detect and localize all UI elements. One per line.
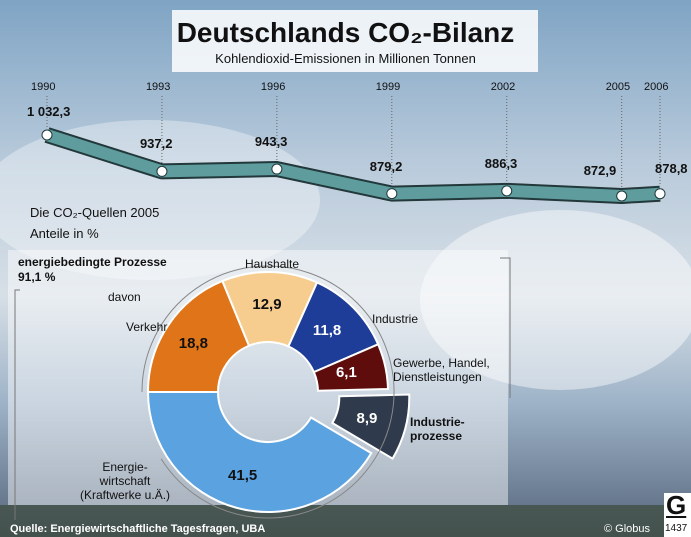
x-tick-label: 1999 (376, 80, 400, 94)
point (272, 164, 282, 174)
point (157, 166, 167, 176)
chart-subtitle: Kohlendioxid-Emissionen in Millionen Ton… (0, 52, 691, 66)
value-label: 879,2 (370, 160, 403, 174)
point (655, 189, 665, 199)
value-label: 11,8 (313, 322, 341, 340)
category-label: Verkehr (126, 320, 167, 334)
point (42, 130, 52, 140)
category-label: Gewerbe, Handel, Dienstleistungen (393, 356, 490, 384)
chart-title: Deutschlands CO₂-Bilanz (0, 18, 691, 48)
category-label: Industrie (372, 312, 418, 326)
logo: G (666, 491, 686, 519)
category-label: Haushalte (245, 257, 299, 271)
value-label: 6,1 (336, 364, 357, 382)
value-label: 937,2 (140, 137, 173, 151)
infographic: Deutschlands CO₂-Bilanz Kohlendioxid-Emi… (0, 0, 691, 537)
x-tick-label: 2005 (606, 80, 630, 94)
x-tick-label: 2002 (491, 80, 515, 94)
value-label: 41,5 (228, 467, 257, 485)
code: 1437 (665, 522, 687, 536)
credit: © Globus (604, 522, 650, 536)
x-tick-label: 1996 (261, 80, 285, 94)
value-label: 878,8 (655, 162, 688, 176)
x-tick-label: 1993 (146, 80, 170, 94)
pie-subtitle: Anteile in % (30, 227, 99, 241)
value-label: 18,8 (179, 335, 208, 353)
value-label: 1 032,3 (27, 105, 70, 119)
value-label: 12,9 (252, 296, 281, 314)
value-label: 943,3 (255, 135, 288, 149)
point (387, 189, 397, 199)
group-label: energiebedingte Prozesse (18, 255, 167, 269)
group-value: 91,1 % (18, 270, 55, 284)
category-label: Energie- wirtschaft (Kraftwerke u.Ä.) (80, 460, 170, 502)
group-note: davon (108, 290, 141, 304)
point (502, 186, 512, 196)
x-tick-label: 1990 (31, 80, 55, 94)
value-label: 886,3 (485, 157, 518, 171)
point (617, 191, 627, 201)
value-label: 8,9 (356, 410, 377, 428)
source: Quelle: Energiewirtschaftliche Tagesfrag… (10, 522, 265, 536)
value-label: 872,9 (584, 164, 617, 178)
pie-title: Die CO₂-Quellen 2005 (30, 206, 159, 220)
category-label: Industrie- prozesse (410, 415, 465, 443)
x-tick-label: 2006 (644, 80, 668, 94)
